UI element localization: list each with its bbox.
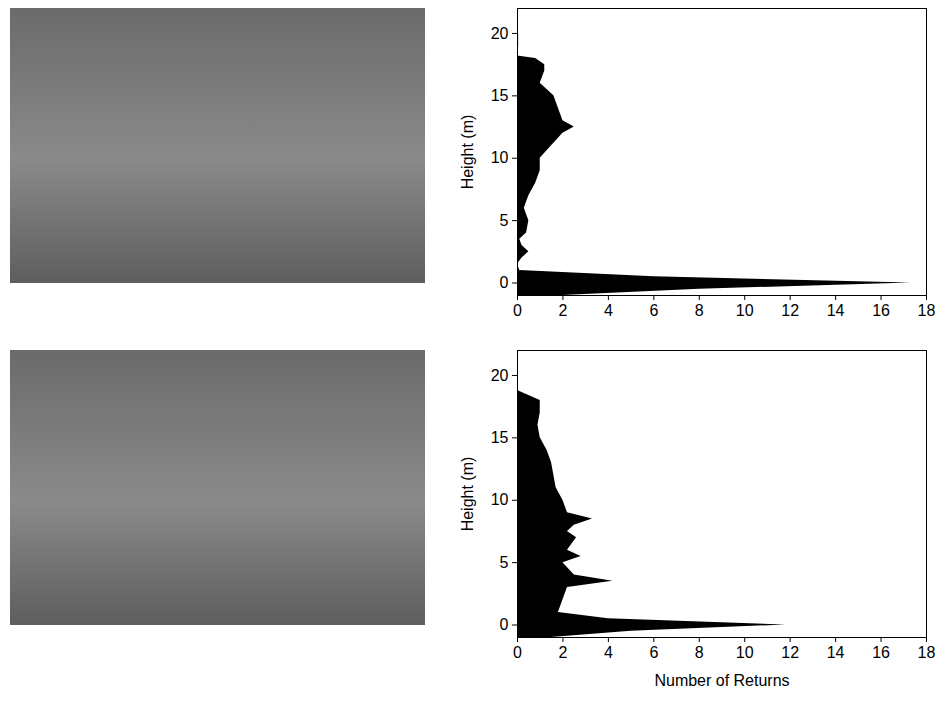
svg-text:18: 18: [918, 302, 936, 319]
svg-text:2: 2: [558, 302, 567, 319]
svg-text:20: 20: [491, 25, 509, 42]
svg-text:10: 10: [736, 302, 754, 319]
svg-text:0: 0: [500, 274, 509, 291]
svg-text:14: 14: [827, 302, 845, 319]
svg-text:10: 10: [736, 644, 754, 661]
svg-text:6: 6: [649, 302, 658, 319]
svg-text:2: 2: [558, 644, 567, 661]
svg-text:0: 0: [513, 644, 522, 661]
svg-text:4: 4: [604, 302, 613, 319]
svg-text:20: 20: [491, 367, 509, 384]
svg-text:5: 5: [500, 212, 509, 229]
svg-text:Number of Returns: Number of Returns: [654, 672, 789, 689]
svg-text:16: 16: [872, 302, 890, 319]
svg-text:4: 4: [604, 644, 613, 661]
svg-text:5: 5: [500, 554, 509, 571]
svg-text:15: 15: [491, 429, 509, 446]
svg-text:0: 0: [513, 302, 522, 319]
svg-text:8: 8: [695, 644, 704, 661]
svg-text:0: 0: [500, 616, 509, 633]
svg-text:10: 10: [491, 491, 509, 508]
svg-text:15: 15: [491, 87, 509, 104]
svg-text:12: 12: [781, 644, 799, 661]
svg-text:10: 10: [491, 149, 509, 166]
svg-text:8: 8: [695, 302, 704, 319]
svg-text:16: 16: [872, 644, 890, 661]
svg-text:6: 6: [649, 644, 658, 661]
svg-text:12: 12: [781, 302, 799, 319]
svg-text:Height (m): Height (m): [459, 115, 476, 190]
svg-text:Height (m): Height (m): [459, 457, 476, 532]
svg-text:18: 18: [918, 644, 936, 661]
svg-text:14: 14: [827, 644, 845, 661]
